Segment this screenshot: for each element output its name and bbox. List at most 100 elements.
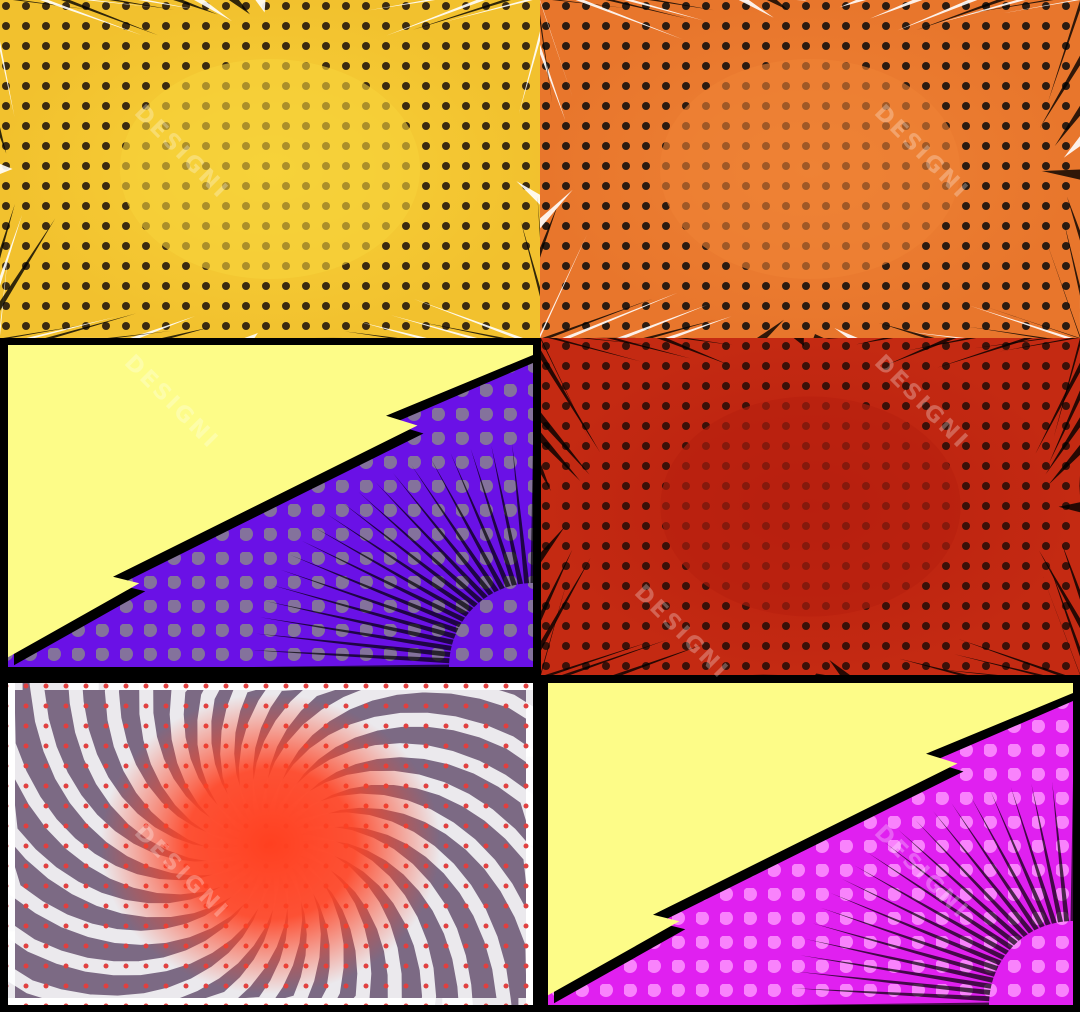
- speed-ray: [0, 0, 30, 64]
- speed-ray: [173, 0, 219, 15]
- speed-ray: [280, 569, 459, 633]
- speed-ray: [643, 319, 716, 338]
- speed-ray: [820, 907, 999, 971]
- speed-ray: [540, 189, 573, 229]
- speed-ray: [793, 988, 990, 1002]
- speed-ray: [898, 829, 1023, 941]
- speed-ray: [161, 327, 210, 338]
- speed-ray: [272, 585, 456, 639]
- speed-ray: [951, 803, 1039, 931]
- panel-yellow-purple-split: [8, 345, 533, 667]
- speed-ray: [540, 203, 559, 258]
- speed-ray: [829, 660, 850, 675]
- speed-ray: [613, 644, 704, 675]
- speed-ray: [314, 527, 469, 617]
- speed-ray: [1053, 338, 1080, 437]
- speed-ray: [228, 0, 250, 15]
- speed-ray: [738, 0, 774, 18]
- speed-ray: [420, 322, 505, 338]
- speed-ray: [937, 338, 1033, 368]
- speed-ray: [897, 0, 978, 31]
- speed-ray: [342, 502, 478, 608]
- speed-ray: [540, 0, 573, 98]
- speed-ray: [520, 220, 540, 297]
- speed-ray: [985, 306, 1080, 338]
- speed-ray: [540, 234, 587, 338]
- speed-ray: [3, 325, 82, 338]
- center-glow: [660, 59, 960, 279]
- speed-ray: [375, 481, 488, 599]
- speed-ray: [541, 549, 573, 621]
- speed-ray: [540, 14, 553, 104]
- speed-ray: [548, 338, 641, 362]
- speed-ray: [907, 338, 977, 351]
- speed-ray: [253, 650, 450, 664]
- speed-ray: [0, 0, 42, 40]
- speed-ray: [470, 448, 517, 586]
- speed-ray: [541, 338, 590, 441]
- speed-ray: [757, 319, 784, 338]
- speed-ray: [442, 0, 533, 23]
- speed-ray: [0, 41, 15, 117]
- speed-ray: [1049, 390, 1080, 463]
- speed-ray: [856, 338, 894, 345]
- speed-ray: [130, 316, 195, 338]
- speed-ray: [1063, 220, 1080, 296]
- speed-ray: [1031, 783, 1063, 923]
- speed-ray: [61, 0, 159, 36]
- speed-ray: [812, 923, 996, 977]
- speed-ray: [411, 465, 499, 593]
- speed-ray: [194, 0, 232, 22]
- speed-ray: [967, 326, 1048, 338]
- speed-ray: [0, 0, 119, 57]
- speed-ray: [541, 464, 551, 492]
- speed-ray: [0, 204, 15, 259]
- speed-ray: [656, 338, 731, 366]
- speed-ray: [916, 0, 1006, 31]
- speed-ray: [0, 0, 29, 47]
- speed-ray: [1058, 502, 1080, 513]
- speed-ray: [0, 218, 56, 311]
- speed-ray: [606, 338, 691, 359]
- speed-ray: [998, 338, 1079, 352]
- speed-ray: [368, 0, 436, 11]
- speed-ray: [1045, 239, 1080, 338]
- speed-ray: [972, 0, 1054, 13]
- speed-ray: [0, 298, 91, 338]
- speed-ray: [1054, 105, 1080, 147]
- center-glow: [120, 59, 420, 279]
- speed-ray: [26, 316, 117, 338]
- speed-ray: [878, 323, 935, 338]
- speed-ray: [854, 865, 1009, 955]
- speed-ray: [541, 558, 591, 651]
- speed-ray: [561, 639, 668, 675]
- speed-ray: [138, 0, 194, 10]
- speed-ray: [491, 445, 523, 585]
- speed-ray: [0, 0, 46, 98]
- speed-ray: [260, 617, 452, 651]
- speed-ray: [1049, 565, 1080, 657]
- speed-ray: [541, 432, 581, 481]
- speed-ray: [359, 321, 427, 338]
- speed-ray: [1048, 0, 1080, 102]
- speed-ray: [107, 330, 172, 338]
- speed-ray: [648, 0, 715, 11]
- speed-ray: [839, 0, 866, 8]
- speed-ray: [882, 840, 1018, 946]
- speed-ray: [841, 878, 1005, 960]
- speed-ray: [677, 338, 733, 346]
- speed-ray: [518, 31, 540, 114]
- speed-ray: [530, 443, 533, 583]
- speed-ray: [512, 443, 530, 584]
- panel-red-swirl: [8, 683, 533, 1005]
- speed-ray: [927, 668, 998, 675]
- speed-ray: [954, 654, 1044, 675]
- speed-ray: [541, 412, 590, 475]
- speed-ray: [484, 276, 540, 338]
- speed-ray: [869, 0, 923, 19]
- speech-area: [548, 683, 1073, 996]
- speed-ray: [541, 338, 620, 382]
- speed-ray: [834, 328, 858, 338]
- speed-ray: [12, 0, 90, 10]
